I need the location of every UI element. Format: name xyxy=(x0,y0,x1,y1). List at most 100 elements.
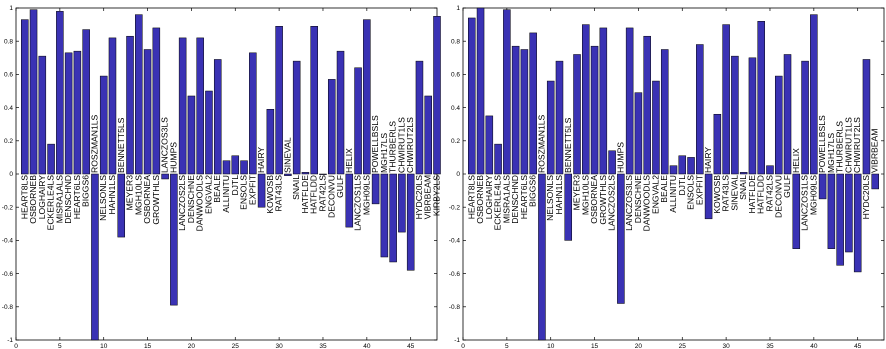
bar-label: SINEVAL xyxy=(729,175,739,211)
bar-label: GROWTHLS xyxy=(151,175,161,225)
bar-label: HUMPS xyxy=(168,142,178,173)
bar xyxy=(222,160,231,175)
y-tick-label: 1 xyxy=(9,5,13,12)
bar-label: HATFLDE xyxy=(747,175,757,214)
bar xyxy=(327,79,336,175)
bar-label: CHWIRUT1LS xyxy=(396,117,406,173)
x-tick-label: 40 xyxy=(363,343,371,349)
x-tick-label: 30 xyxy=(276,343,284,349)
bar xyxy=(56,11,64,175)
x-tick-label: 5 xyxy=(58,343,62,349)
y-tick-label: -0.8 xyxy=(2,304,14,311)
bar-label: BENNETT5LS xyxy=(563,117,573,173)
bar-label: DANWOODLS xyxy=(195,175,205,232)
bar xyxy=(555,60,564,175)
bar xyxy=(687,157,695,175)
bar xyxy=(82,29,90,175)
bar xyxy=(187,95,196,175)
bar-label: ROSZMAN1LS xyxy=(536,114,546,173)
y-tick-label: 0.2 xyxy=(4,138,13,145)
bar-label: MGH10LS xyxy=(133,175,143,215)
x-tick-label: 45 xyxy=(854,343,862,349)
bar-label: ALLINITU xyxy=(221,175,231,213)
bar xyxy=(608,150,616,175)
bar xyxy=(266,109,275,175)
bar xyxy=(783,54,792,175)
chart-left: -1-0.8-0.6-0.4-0.200.20.40.60.810 5 10 15 20… xyxy=(2,5,442,349)
bar xyxy=(231,155,240,175)
x-tick-label: 20 xyxy=(188,343,196,349)
bar xyxy=(590,45,599,175)
bar-label: LANCZOS3LS xyxy=(160,117,170,173)
bar-label: BEALE xyxy=(659,175,669,203)
bar-label: KOWOSB xyxy=(712,175,722,214)
bar xyxy=(485,115,494,175)
bar xyxy=(433,16,441,175)
bar xyxy=(38,55,47,175)
bar-label: MGH09LS xyxy=(361,175,371,215)
bar-label: RAT42LS xyxy=(317,175,327,212)
bar-label: VIBRBEAM xyxy=(423,175,433,219)
bar-label: DECONVU xyxy=(326,175,336,218)
bar xyxy=(511,45,520,175)
bar xyxy=(634,92,643,175)
bar xyxy=(529,32,537,175)
bar xyxy=(161,173,169,180)
bar xyxy=(301,172,310,175)
bar-label: LANCZOS2LS xyxy=(607,175,617,231)
bar-label: HAIRY xyxy=(256,147,266,173)
bar-label: BIGGS6 xyxy=(528,175,538,207)
bar xyxy=(284,173,292,176)
bar-label: SINEVAL xyxy=(282,137,292,173)
bar xyxy=(126,35,134,175)
bar xyxy=(766,165,774,175)
bar xyxy=(415,60,424,175)
bar xyxy=(757,21,765,175)
bar xyxy=(205,90,213,175)
bar xyxy=(21,19,29,175)
bar-label: HUMPS xyxy=(615,142,625,173)
bar xyxy=(810,14,818,175)
bar-label: HEART6LS xyxy=(72,175,82,220)
bar-label: LANCZOS1LS xyxy=(353,175,363,231)
bar xyxy=(871,173,879,190)
bar-label: HELIX xyxy=(791,148,801,173)
bar xyxy=(836,173,844,266)
bar xyxy=(178,37,187,175)
bar-label: MGH10LS xyxy=(580,175,590,215)
bar xyxy=(792,173,801,249)
bar xyxy=(669,165,678,175)
bar-label: VIBRBEAM xyxy=(870,129,880,173)
bar xyxy=(564,173,573,241)
bar-label: HYDC20LS xyxy=(414,175,424,220)
bar-label: MGH17LS xyxy=(379,133,389,173)
bar-label: HATFLDD xyxy=(309,175,319,214)
y-tick-label: 0 xyxy=(456,171,460,178)
bar-label: THURBERLS xyxy=(835,121,845,173)
x-tick-label: 10 xyxy=(547,343,555,349)
bar xyxy=(196,37,204,175)
bar-label: ENGVAL2 xyxy=(650,175,660,214)
bar-label: GULF xyxy=(335,175,345,198)
bar-label: DENSCHNE xyxy=(186,175,196,223)
bar xyxy=(827,173,836,249)
bar-label: NELSONLS xyxy=(98,175,108,221)
y-tick-label: 0 xyxy=(9,171,13,178)
x-tick-label: 10 xyxy=(100,343,108,349)
bar xyxy=(722,24,730,175)
bar-label: RAT43LS xyxy=(274,175,284,212)
bar xyxy=(476,7,485,175)
bar-label: CHWIRUT2LS xyxy=(852,117,862,173)
bar xyxy=(275,26,283,175)
bar-label: CHWIRUT1LS xyxy=(843,117,853,173)
bar-label: DJTL xyxy=(230,175,240,196)
bar-label: OSBORNEA xyxy=(142,175,152,224)
y-tick-label: 0.4 xyxy=(4,105,13,112)
bar xyxy=(389,173,397,263)
bar-label: HATFLDE xyxy=(300,175,310,214)
bar-label: HAIRY xyxy=(703,147,713,173)
y-tick-label: 0.8 xyxy=(4,38,13,45)
bar xyxy=(573,54,581,175)
x-tick-label: 45 xyxy=(407,343,415,349)
